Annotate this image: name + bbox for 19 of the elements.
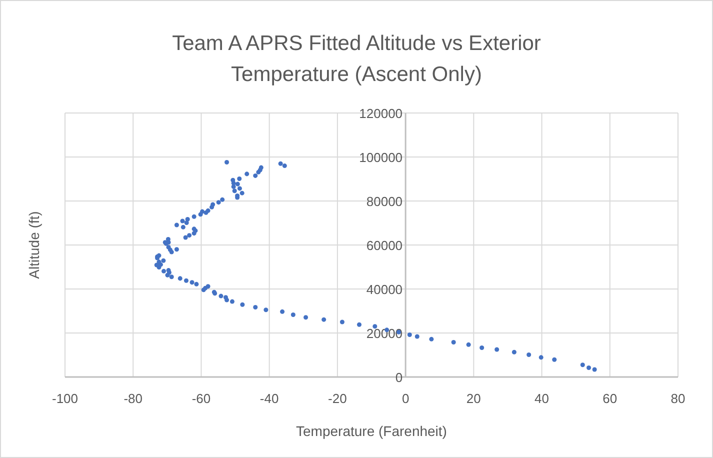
x-tick-label: -100 <box>52 391 78 406</box>
y-tick-label: 60000 <box>366 238 403 253</box>
x-tick-label: -40 <box>260 391 279 406</box>
y-tick-label: 0 <box>395 370 403 385</box>
x-tick-label: 20 <box>466 391 481 406</box>
y-tick-label: 20000 <box>366 326 403 341</box>
chart-title: Team A APRS Fitted Altitude vs Exterior Temperature (Ascent Only) <box>172 32 541 86</box>
x-tick-label: 60 <box>602 391 618 406</box>
y-tick-label: 120000 <box>359 106 403 121</box>
y-tick-label: 40000 <box>366 282 403 297</box>
y-axis-title: Altitude (ft) <box>26 211 42 279</box>
x-axis-title: Temperature (Farenheit) <box>296 423 447 439</box>
x-tick-label: 80 <box>670 391 686 406</box>
y-tick-label: 80000 <box>366 194 403 209</box>
x-tick-label: -80 <box>124 391 143 406</box>
x-tick-label: 40 <box>534 391 550 406</box>
y-tick-label: 100000 <box>359 150 403 165</box>
x-tick-label: -20 <box>328 391 347 406</box>
x-tick-label: -60 <box>192 391 211 406</box>
